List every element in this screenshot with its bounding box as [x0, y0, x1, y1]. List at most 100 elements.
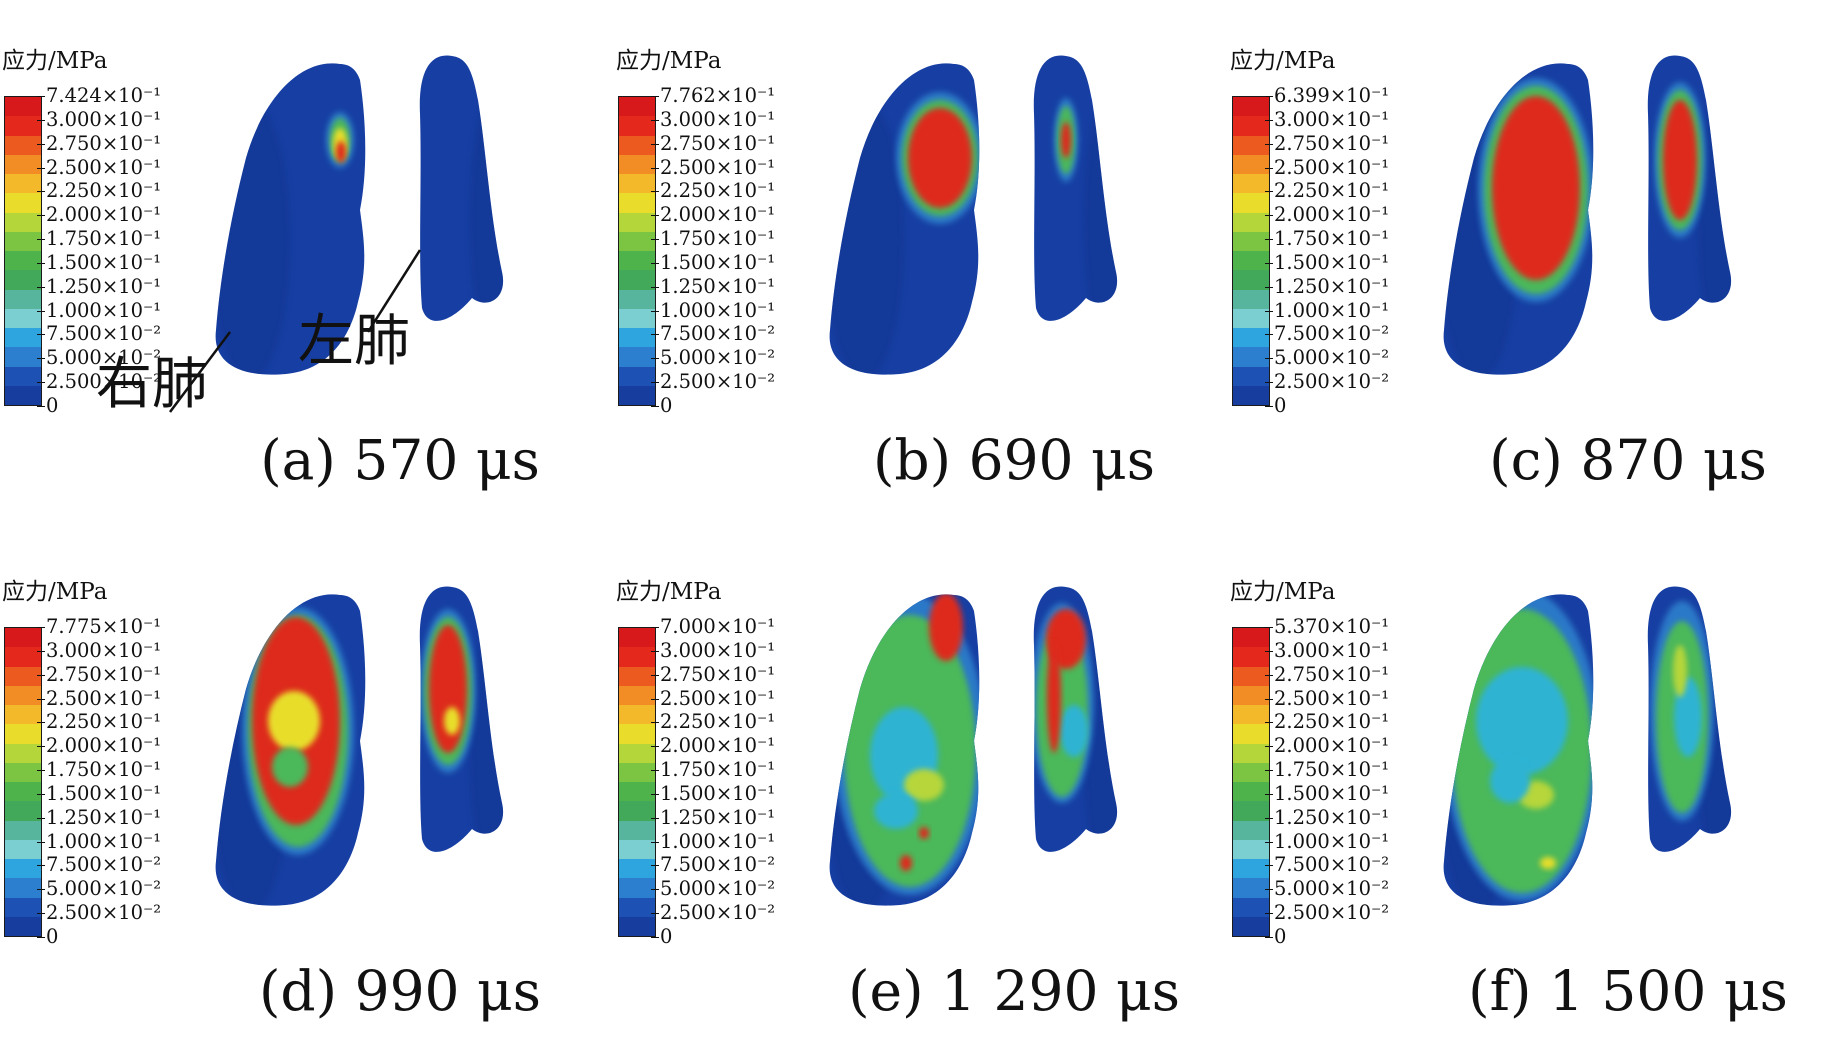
legend-tick-mark [37, 310, 45, 312]
legend-tick-label: 2.250×10⁻¹ [1274, 710, 1390, 734]
legend-tick-mark [37, 793, 45, 795]
stress-zone [929, 594, 963, 661]
legend-tick-label: 2.500×10⁻¹ [660, 155, 776, 179]
lung-render [829, 55, 1118, 375]
legend-tick-label: 2.250×10⁻¹ [46, 179, 162, 203]
color-swatch [619, 762, 655, 782]
right-lung [829, 594, 980, 906]
color-swatch [1233, 116, 1269, 136]
color-legend: 应力/MPa 7.424×10⁻¹ 3.000×10⁻¹ 2.750×10⁻¹ 2.50… [2, 46, 192, 416]
legend-tick-label: 2.500×10⁻² [660, 370, 776, 394]
panel-d: 应力/MPa 7.775×10⁻¹ 3.000×10⁻¹ 2.750×10⁻¹ 2.50… [0, 531, 614, 1062]
color-swatch [5, 897, 41, 917]
color-swatch [619, 916, 655, 936]
stress-zone [1673, 645, 1687, 697]
legend-tick-mark [1265, 286, 1273, 288]
color-swatch [1233, 916, 1269, 936]
panel-caption: (f) 1 500 μs [1468, 959, 1788, 1023]
color-swatch [1233, 212, 1269, 232]
color-swatch [619, 251, 655, 271]
color-swatch [1233, 666, 1269, 686]
panel-b: 应力/MPa 7.762×10⁻¹ 3.000×10⁻¹ 2.750×10⁻¹ 2.50… [614, 0, 1228, 531]
stress-zone [1047, 641, 1061, 753]
left-lung [1033, 55, 1118, 321]
legend-tick-mark [651, 674, 659, 676]
color-swatch [5, 289, 41, 309]
legend-tick-mark [37, 358, 45, 360]
legend-tick-mark [37, 406, 45, 407]
legend-tick-label: 2.000×10⁻¹ [46, 203, 162, 227]
legend-tick-label: 2.750×10⁻¹ [1274, 131, 1390, 155]
stress-zone [874, 793, 918, 829]
stress-zone [429, 625, 467, 753]
legend-tick-label: 0 [1274, 394, 1287, 417]
legend-tick-mark [651, 817, 659, 819]
left-lung [419, 586, 504, 852]
legend-tick-label: 1.750×10⁻¹ [1274, 227, 1390, 251]
legend-tick-label: 2.500×10⁻² [660, 901, 776, 925]
legend-tick-label: 0 [1274, 925, 1287, 948]
color-swatch [5, 116, 41, 136]
color-swatch [5, 135, 41, 155]
color-swatch [1233, 820, 1269, 840]
left-lung-label: 左肺 [298, 309, 410, 374]
color-swatch [1233, 724, 1269, 744]
color-swatch [1233, 328, 1269, 348]
color-swatch [5, 97, 41, 117]
color-swatch [619, 724, 655, 744]
panel-caption: (a) 570 μs [260, 428, 540, 492]
legend-tick-label: 2.750×10⁻¹ [46, 662, 162, 686]
legend-tick-mark [1265, 889, 1273, 891]
legend-tick-mark [37, 770, 45, 772]
legend-tick-label: 1.000×10⁻¹ [1274, 298, 1390, 322]
legend-tick-mark [1265, 770, 1273, 772]
legend-tick-mark [651, 167, 659, 169]
color-swatch [5, 685, 41, 705]
stress-zone [1674, 677, 1702, 757]
unit-label: 应力/MPa [616, 48, 722, 74]
color-swatch [1233, 385, 1269, 405]
color-swatch [619, 193, 655, 213]
panel-caption: (b) 690 μs [872, 428, 1156, 492]
color-swatch [1233, 859, 1269, 879]
color-bar [4, 96, 42, 406]
color-swatch [619, 801, 655, 821]
color-swatch [5, 916, 41, 936]
color-swatch [5, 174, 41, 194]
color-swatch [5, 328, 41, 348]
color-swatch [1233, 308, 1269, 328]
color-swatch [619, 685, 655, 705]
legend-tick-mark [651, 793, 659, 795]
legend-max-label: 7.000×10⁻¹ [660, 615, 776, 638]
legend-tick-label: 2.500×10⁻² [1274, 901, 1390, 925]
color-swatch [5, 839, 41, 859]
legend-tick-mark [651, 96, 659, 97]
color-swatch [619, 174, 655, 194]
color-swatch [5, 743, 41, 763]
color-swatch [5, 628, 41, 648]
color-swatch [5, 820, 41, 840]
legend-tick-label: 5.000×10⁻² [1274, 877, 1390, 901]
legend-tick-mark [1265, 746, 1273, 748]
color-swatch [1233, 289, 1269, 309]
color-swatch [619, 647, 655, 667]
color-swatch [5, 193, 41, 213]
legend-tick-label: 3.000×10⁻¹ [46, 107, 162, 131]
color-legend: 应力/MPa 6.399×10⁻¹ 3.000×10⁻¹ 2.750×10⁻¹ 2.50… [1230, 46, 1420, 416]
legend-tick-label: 3.000×10⁻¹ [660, 638, 776, 662]
legend-tick-mark [1265, 817, 1273, 819]
legend-tick-mark [651, 650, 659, 652]
color-swatch [1233, 762, 1269, 782]
legend-tick-mark [651, 770, 659, 772]
color-swatch [619, 366, 655, 386]
legend-tick-mark [37, 334, 45, 336]
color-swatch [619, 859, 655, 879]
legend-tick-label: 1.750×10⁻¹ [46, 758, 162, 782]
stress-zone [272, 747, 308, 787]
legend-tick-label: 2.000×10⁻¹ [46, 734, 162, 758]
stress-zone [904, 769, 944, 801]
legend-tick-mark [37, 382, 45, 384]
color-swatch [1233, 97, 1269, 117]
color-swatch [1233, 366, 1269, 386]
legend-tick-label: 5.000×10⁻² [1274, 346, 1390, 370]
